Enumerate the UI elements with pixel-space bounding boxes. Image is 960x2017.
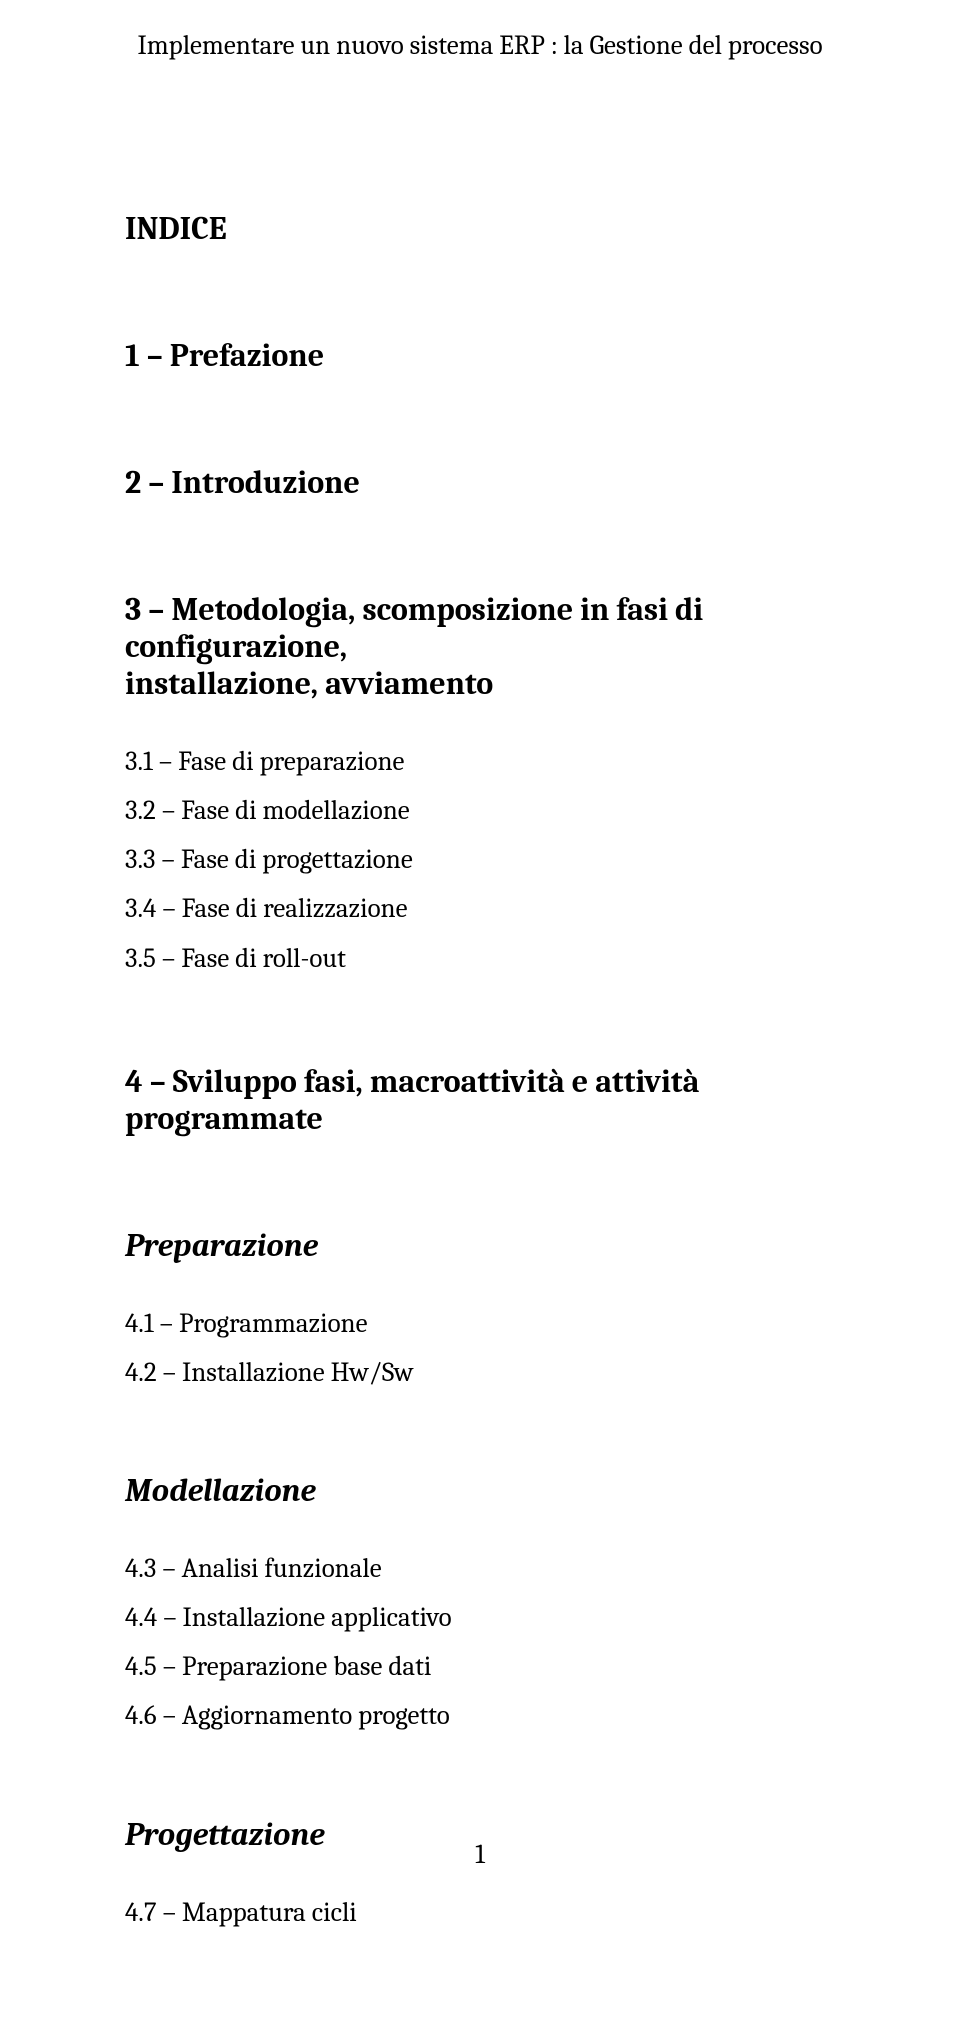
group-preparazione-title: Preparazione	[125, 1227, 850, 1264]
section-3-items: 3.1 – Fase di preparazione 3.2 – Fase di…	[125, 742, 850, 978]
item-3-4: 3.4 – Fase di realizzazione	[125, 889, 850, 928]
page-number: 1	[475, 1839, 485, 1870]
item-3-3: 3.3 – Fase di progettazione	[125, 840, 850, 879]
group-modellazione-items: 4.3 – Analisi funzionale 4.4 – Installaz…	[125, 1549, 850, 1736]
section-3-line-b: installazione, avviamento	[125, 665, 850, 702]
header-text: Implementare un nuovo sistema ERP : la G…	[137, 30, 822, 61]
group-progettazione-items: 4.7 – Mappatura cicli	[125, 1893, 850, 1932]
section-1: 1 – Prefazione	[125, 337, 850, 374]
item-4-6: 4.6 – Aggiornamento progetto	[125, 1696, 850, 1735]
item-4-1: 4.1 – Programmazione	[125, 1304, 850, 1343]
page-footer: 1	[0, 1839, 960, 1870]
item-4-3: 4.3 – Analisi funzionale	[125, 1549, 850, 1588]
group-preparazione-items: 4.1 – Programmazione 4.2 – Installazione…	[125, 1304, 850, 1392]
section-2: 2 – Introduzione	[125, 464, 850, 501]
item-4-7: 4.7 – Mappatura cicli	[125, 1893, 850, 1932]
page-header: Implementare un nuovo sistema ERP : la G…	[0, 30, 960, 61]
item-3-2: 3.2 – Fase di modellazione	[125, 791, 850, 830]
index-title: INDICE	[125, 210, 850, 247]
item-4-5: 4.5 – Preparazione base dati	[125, 1647, 850, 1686]
item-3-1: 3.1 – Fase di preparazione	[125, 742, 850, 781]
content-area: INDICE 1 – Prefazione 2 – Introduzione 3…	[125, 210, 850, 2017]
item-4-4: 4.4 – Installazione applicativo	[125, 1598, 850, 1637]
section-3-line-a: 3 – Metodologia, scomposizione in fasi d…	[125, 591, 850, 665]
page: Implementare un nuovo sistema ERP : la G…	[0, 0, 960, 1910]
section-4: 4 – Sviluppo fasi, macroattività e attiv…	[125, 1063, 850, 1137]
section-3: 3 – Metodologia, scomposizione in fasi d…	[125, 591, 850, 702]
item-4-2: 4.2 – Installazione Hw/Sw	[125, 1353, 850, 1392]
group-modellazione-title: Modellazione	[125, 1472, 850, 1509]
item-3-5: 3.5 – Fase di roll-out	[125, 939, 850, 978]
